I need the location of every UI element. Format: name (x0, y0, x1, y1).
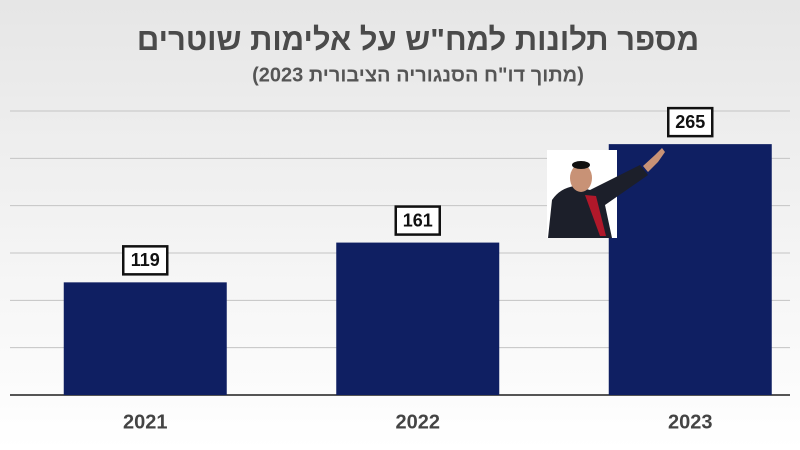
bars: 119 2021 161 2022 265 2023 (63, 106, 772, 433)
photo-head (570, 164, 592, 192)
x-tick-label: 2023 (668, 411, 713, 433)
bar (336, 242, 500, 395)
chart-title: מספר תלונות למח"ש על אלימות שוטרים (137, 22, 699, 57)
photo (547, 148, 665, 238)
bar (63, 282, 227, 395)
value-label-box (667, 106, 714, 138)
x-tick-label: 2022 (396, 411, 441, 433)
x-tick-label: 2021 (123, 411, 168, 433)
bar (608, 144, 772, 395)
photo-hand (643, 148, 665, 172)
photo-tie (585, 195, 606, 236)
photo-suit (548, 165, 648, 238)
chart-subtitle: (מתוך דו"ח הסנגוריה הציבורית 2023) (252, 64, 584, 86)
value-label-box (122, 245, 169, 276)
value-label: 265 (675, 112, 705, 132)
value-label-box (394, 205, 441, 236)
value-label: 161 (403, 210, 433, 230)
value-label: 119 (131, 250, 160, 270)
photo-kippah (572, 161, 590, 169)
